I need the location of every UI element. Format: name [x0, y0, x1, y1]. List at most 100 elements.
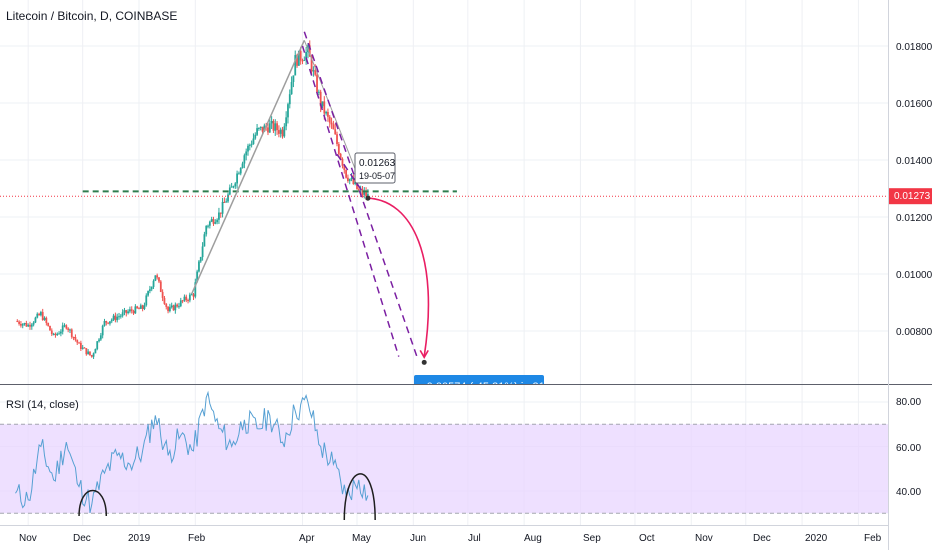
candle-body: [241, 163, 244, 169]
time-label: Jul: [468, 533, 481, 544]
candle-body: [323, 101, 326, 114]
candle-body: [16, 321, 19, 323]
time-axis[interactable]: Nov Dec 2019 Feb Apr May Jun Jul Aug Sep…: [19, 533, 882, 544]
candle-body: [156, 275, 159, 278]
rsi-axis[interactable]: 80.00 60.00 40.00: [896, 397, 921, 498]
candle-body: [190, 294, 193, 296]
candle-body: [365, 191, 367, 197]
candle-body: [270, 120, 273, 124]
candle-body: [297, 50, 300, 66]
candle-body: [40, 312, 42, 316]
candle-body: [194, 282, 197, 297]
candle-body: [250, 144, 253, 146]
candle-body: [32, 322, 35, 325]
candle-body: [321, 101, 324, 107]
rsi-tick: 40.00: [896, 487, 921, 498]
tooltip-box: [354, 152, 396, 184]
candle-body: [127, 311, 129, 314]
candle-body: [38, 313, 40, 316]
channel-bracket: [336, 153, 365, 195]
candle-body: [41, 312, 44, 321]
rsi-line: [15, 390, 369, 514]
candle-body: [149, 289, 151, 292]
candle-body: [138, 308, 140, 310]
candle-body: [205, 225, 208, 235]
candle-body: [101, 325, 104, 336]
rsi-band: [0, 424, 888, 514]
candle-body: [158, 277, 160, 282]
rsi-tick: 80.00: [896, 397, 921, 408]
candle-body: [319, 91, 322, 107]
candle-body: [45, 317, 48, 323]
candle-body: [254, 134, 257, 139]
candle-body: [292, 75, 295, 82]
last-price-badge: 0.01273: [889, 188, 932, 205]
candle-body: [312, 70, 315, 72]
price-tick: 0.00800: [896, 327, 932, 338]
tooltip-date: 19-05-07: [359, 171, 395, 181]
candle-body: [116, 316, 119, 321]
symbol-title: Litecoin / Bitcoin, D, COINBASE: [6, 9, 177, 23]
time-label: Jun: [410, 533, 426, 544]
candle-body: [214, 222, 217, 224]
candle-body: [327, 111, 329, 117]
candle-body: [163, 297, 166, 304]
candle-body: [234, 183, 237, 187]
candle-body: [203, 234, 206, 247]
candle-body: [334, 129, 337, 135]
candle-body: [198, 261, 200, 272]
candle-body: [119, 315, 122, 317]
candle-body: [279, 129, 282, 134]
candle-body: [339, 153, 342, 159]
candle-body: [76, 339, 79, 343]
candle-body: [288, 94, 291, 105]
time-label: Feb: [864, 533, 882, 544]
candle-body: [183, 296, 186, 301]
candle-body: [325, 111, 328, 114]
tooltip-price: 0.01263: [359, 158, 396, 169]
candle-body: [367, 194, 369, 197]
candle-body: [188, 294, 191, 301]
candle-body: [109, 321, 111, 324]
candle-body: [150, 286, 153, 290]
price-tooltip: 0.01263 19-05-07: [354, 152, 396, 184]
candle-body: [238, 173, 240, 175]
candle-body: [290, 81, 293, 95]
candle-body: [172, 305, 175, 311]
candle-body: [121, 312, 124, 316]
candle-body: [81, 347, 84, 349]
candle-body: [301, 60, 304, 62]
candle-body: [70, 329, 73, 337]
candle-body: [29, 324, 31, 327]
candle-body: [58, 333, 60, 335]
candle-body: [83, 347, 86, 349]
candle-body: [348, 179, 351, 182]
time-label: Dec: [73, 533, 91, 544]
candle-body: [147, 291, 149, 296]
candle-body: [27, 324, 30, 327]
candle-body: [283, 126, 286, 137]
candle-body: [287, 104, 289, 118]
drawings-layer: [0, 31, 888, 365]
rsi-tick: 60.00: [896, 443, 921, 454]
candle-body: [277, 130, 280, 134]
candle-body: [107, 322, 110, 324]
candle-body: [248, 144, 251, 146]
candle-body: [49, 325, 51, 331]
price-axis[interactable]: 0.01800 0.01600 0.01400 0.01200 0.01000 …: [896, 42, 932, 338]
projection-start-dot: [365, 195, 371, 201]
candle-body: [212, 219, 215, 224]
candle-body: [34, 317, 37, 323]
candle-body: [247, 145, 249, 152]
candle-body: [225, 201, 228, 203]
candle-body: [179, 300, 182, 307]
candle-body: [25, 323, 28, 327]
time-label: Feb: [188, 533, 206, 544]
candle-body: [303, 59, 306, 61]
candle-body: [90, 355, 93, 357]
candle-body: [230, 186, 233, 188]
price-tick: 0.01800: [896, 42, 932, 53]
time-label: Nov: [19, 533, 37, 544]
time-label: Nov: [695, 533, 713, 544]
